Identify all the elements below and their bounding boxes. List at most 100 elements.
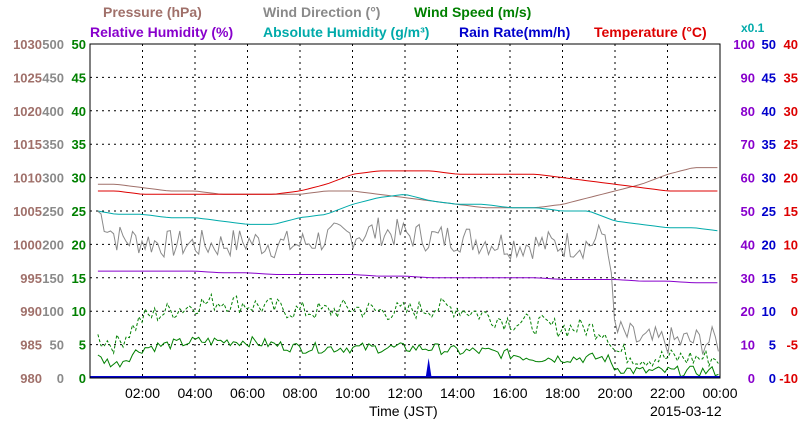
y-tick-relative-humidity: 30 [741,271,755,286]
y-tick-wind-speed: 20 [72,237,86,252]
axis-ticks: 1030102510201015101010051000995990985980… [13,37,798,401]
y-tick-wind-speed: 10 [72,304,86,319]
series-lines [90,167,720,378]
y-tick-rain-rate: 5 [769,338,776,353]
y-tick-relative-humidity: 50 [741,204,755,219]
y-tick-relative-humidity: 60 [741,171,755,186]
y-tick-pressure: 1020 [13,104,42,119]
x-tick-label: 02:00 [125,385,160,401]
chart-title-row-1: Pressure (hPa) Wind Direction (°) Wind S… [103,4,531,20]
series-pressure-hpa [97,167,718,209]
x-axis-label: Time (JST) [369,403,438,419]
y-tick-temperature: 5 [791,271,798,286]
y-tick-wind-speed: 0 [79,371,86,386]
y-tick-rain-rate: 45 [762,70,776,85]
y-tick-temperature: 20 [784,171,798,186]
y-tick-pressure: 1000 [13,237,42,252]
y-tick-wind-direction: 50 [50,338,64,353]
legend-relative-humidity: Relative Humidity (%) [90,24,233,40]
y-tick-temperature: 15 [784,204,798,219]
y-tick-wind-direction: 150 [42,271,64,286]
series-wind-direction [97,210,719,355]
x-tick-label: 14:00 [440,385,475,401]
y-tick-pressure: 1025 [13,70,42,85]
y-tick-temperature: 10 [784,237,798,252]
y-tick-pressure: 980 [20,371,42,386]
y-tick-relative-humidity: 70 [741,137,755,152]
x-tick-label: 08:00 [282,385,317,401]
legend-wind-speed: Wind Speed (m/s) [414,4,531,20]
y-tick-rain-rate: 30 [762,171,776,186]
y-tick-wind-speed: 25 [72,204,86,219]
y-tick-pressure: 1005 [13,204,42,219]
y-tick-wind-direction: 300 [42,171,64,186]
rain-scale-note: x0.1 [741,21,765,35]
y-tick-temperature: 25 [784,137,798,152]
y-tick-rain-rate: 20 [762,237,776,252]
y-tick-pressure: 1010 [13,171,42,186]
y-tick-wind-direction: 0 [57,371,64,386]
y-tick-wind-speed: 5 [79,338,86,353]
y-tick-rain-rate: 0 [769,371,776,386]
y-tick-rain-rate: 10 [762,304,776,319]
y-tick-relative-humidity: 0 [748,371,755,386]
series-wind-speed-m-s [97,335,719,378]
y-tick-relative-humidity: 90 [741,70,755,85]
y-tick-wind-speed: 40 [72,104,86,119]
y-tick-wind-direction: 400 [42,104,64,119]
plot-frame [89,43,721,379]
y-tick-wind-direction: 450 [42,70,64,85]
legend-absolute-humidity: Absolute Humidity (g/m³) [263,24,429,40]
y-tick-wind-direction: 350 [42,137,64,152]
x-tick-label: 16:00 [492,385,527,401]
y-tick-rain-rate: 35 [762,137,776,152]
series-temperature-c [97,170,718,195]
y-tick-pressure: 990 [20,304,42,319]
legend-rain-rate: Rain Rate(mm/h) [459,24,570,40]
y-tick-temperature: 30 [784,104,798,119]
y-tick-relative-humidity: 10 [741,338,755,353]
x-tick-label: 18:00 [545,385,580,401]
y-tick-rain-rate: 50 [762,37,776,52]
x-tick-label: 04:00 [177,385,212,401]
y-tick-relative-humidity: 40 [741,237,755,252]
x-tick-label: 22:00 [650,385,685,401]
x-tick-label: 06:00 [230,385,265,401]
y-tick-pressure: 1030 [13,37,42,52]
y-tick-temperature: -10 [779,371,798,386]
y-tick-relative-humidity: 20 [741,304,755,319]
y-tick-rain-rate: 40 [762,104,776,119]
y-tick-pressure: 995 [20,271,42,286]
x-tick-label: 00:00 [702,385,737,401]
series-relative-humidity [97,270,718,284]
legend-pressure: Pressure (hPa) [103,4,202,20]
y-tick-temperature: 35 [784,70,798,85]
y-tick-wind-speed: 50 [72,37,86,52]
y-tick-wind-speed: 35 [72,137,86,152]
x-tick-label: 12:00 [387,385,422,401]
y-tick-relative-humidity: 100 [733,37,755,52]
grid [90,44,720,378]
y-tick-rain-rate: 25 [762,204,776,219]
y-tick-wind-direction: 500 [42,37,64,52]
series-absolute-humidity-g-m [97,194,718,232]
y-tick-rain-rate: 15 [762,271,776,286]
y-tick-pressure: 985 [20,338,42,353]
series-wind-speed-gust-m-s [97,292,719,368]
legend-wind-direction: Wind Direction (°) [263,4,380,20]
y-tick-wind-speed: 15 [72,271,86,286]
y-tick-temperature: -5 [786,338,798,353]
legend-temperature: Temperature (°C) [594,24,707,40]
y-tick-wind-direction: 250 [42,204,64,219]
x-tick-label: 20:00 [597,385,632,401]
x-tick-label: 10:00 [335,385,370,401]
y-tick-temperature: 40 [784,37,798,52]
y-tick-temperature: 0 [791,304,798,319]
chart-title-row-2: Relative Humidity (%) Absolute Humidity … [90,21,765,40]
date-label: 2015-03-12 [650,403,722,419]
y-tick-wind-speed: 45 [72,70,86,85]
y-tick-wind-direction: 100 [42,304,64,319]
y-tick-pressure: 1015 [13,137,42,152]
y-tick-relative-humidity: 80 [741,104,755,119]
